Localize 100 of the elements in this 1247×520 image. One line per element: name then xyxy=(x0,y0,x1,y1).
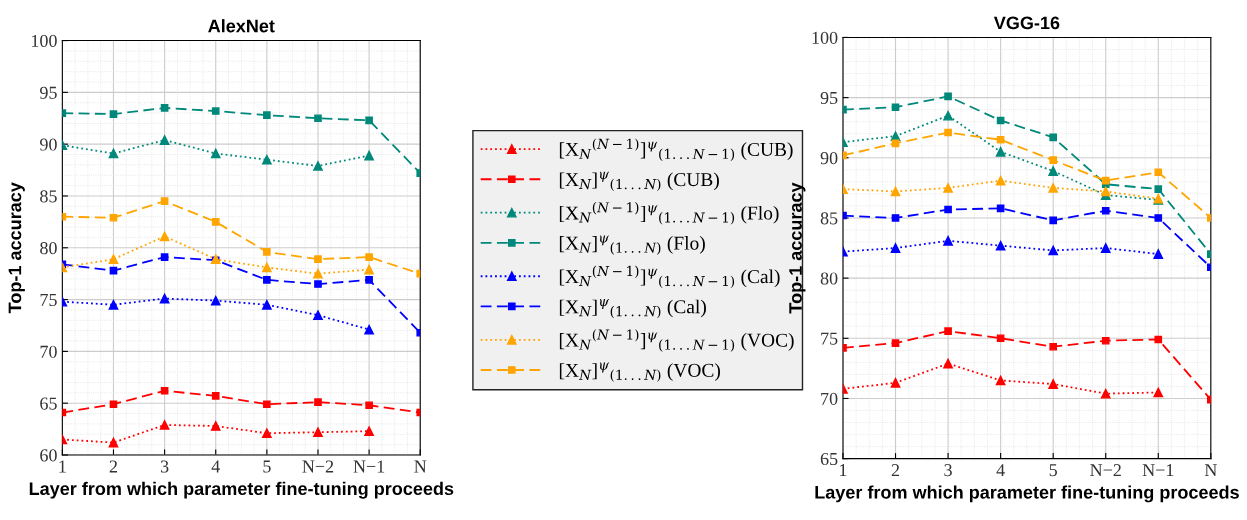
legend-label: [X$_{N}$]$^{ψ}$$_{(1...N)}$ (Cal) xyxy=(559,299,706,319)
x-tick-label: N−1 xyxy=(353,460,385,473)
y-tick-label: 70 xyxy=(821,392,838,405)
chart-title: VGG-16 xyxy=(993,16,1060,30)
point xyxy=(1100,388,1111,399)
point xyxy=(996,334,1005,343)
point xyxy=(109,400,118,409)
y-axis-title: Top-1 accuracy xyxy=(789,182,806,314)
point xyxy=(1101,176,1110,185)
point xyxy=(261,154,272,165)
x-tick-label: 2 xyxy=(109,460,117,473)
y-tick-label: 60 xyxy=(40,449,57,462)
x-tick-label: 4 xyxy=(211,460,220,473)
x-tick-label: 2 xyxy=(891,464,900,477)
point xyxy=(944,205,952,214)
y-tick-label: 75 xyxy=(40,294,57,307)
y-tick-label: 100 xyxy=(31,34,57,47)
point xyxy=(944,327,952,335)
x-tick-label: N xyxy=(414,460,427,473)
point xyxy=(943,358,953,369)
x-tick-label: 5 xyxy=(1049,464,1057,477)
x-tick-label: 4 xyxy=(996,464,1005,477)
point xyxy=(263,111,271,119)
y-tick-label: 65 xyxy=(40,397,57,410)
point xyxy=(159,420,170,430)
point xyxy=(943,235,953,246)
point xyxy=(1154,335,1163,344)
point xyxy=(210,295,221,306)
point xyxy=(160,197,169,205)
legend-label: [X$_{N}$$^{(N−1)}$]$^{ψ}$$_{(1...N−1)}$ (CUB) xyxy=(559,138,793,161)
point xyxy=(1154,214,1163,222)
point xyxy=(1049,216,1058,225)
x-tick-label: N−1 xyxy=(1142,464,1174,477)
x-axis-title: Layer from which parameter fine-tuning proceeds xyxy=(29,481,454,499)
point xyxy=(313,310,323,320)
legend-label: [X$_{N}$]$^{ψ}$$_{(1...N)}$ (VOC) xyxy=(559,362,721,382)
point xyxy=(160,253,169,261)
x-tick-label: 3 xyxy=(160,460,169,473)
point xyxy=(891,103,900,112)
point xyxy=(210,148,221,159)
y-tick-label: 100 xyxy=(812,31,838,44)
point xyxy=(1049,156,1058,165)
y-tick-label: 75 xyxy=(821,332,838,345)
point xyxy=(211,107,220,115)
point xyxy=(313,268,323,279)
chart-title: AlexNet xyxy=(208,19,275,33)
y-tick-label: 85 xyxy=(820,212,838,225)
point xyxy=(159,135,170,145)
point xyxy=(890,186,901,197)
point xyxy=(364,150,374,161)
point xyxy=(890,131,901,141)
point xyxy=(996,135,1005,144)
point xyxy=(890,243,901,253)
x-tick-label: N−2 xyxy=(302,460,334,473)
point xyxy=(364,426,374,437)
point xyxy=(1101,336,1110,345)
point xyxy=(365,401,373,410)
legend-label: [X$_{N}$$^{(N−1)}$]$^{ψ}$$_{(1...N−1)}$ (Flo) xyxy=(559,201,779,225)
y-tick-label: 90 xyxy=(820,152,838,165)
point xyxy=(944,128,952,137)
point xyxy=(159,293,170,304)
point xyxy=(1048,183,1059,193)
point xyxy=(313,427,323,438)
point xyxy=(211,218,220,226)
point xyxy=(210,421,221,431)
y-axis-title: Top-1 accuracy xyxy=(8,182,25,314)
point xyxy=(211,392,220,400)
point xyxy=(263,276,271,284)
legend-label: [X$_{N}$$^{(N−1)}$]$^{ψ}$$_{(1...N−1)}$ (Cal) xyxy=(559,265,780,289)
point xyxy=(314,280,322,288)
legend-label: [X$_{N}$]$^{ψ}$$_{(1...N)}$ (Flo) xyxy=(559,235,705,255)
point xyxy=(261,428,272,439)
point xyxy=(261,262,272,273)
point xyxy=(1101,206,1110,215)
y-tick-label: 85 xyxy=(40,190,57,203)
point xyxy=(109,213,118,222)
x-tick-label: N xyxy=(1204,464,1217,477)
point xyxy=(943,110,953,121)
x-tick-label: 1 xyxy=(840,464,847,477)
point xyxy=(263,248,271,256)
point xyxy=(1048,166,1059,176)
point xyxy=(263,400,271,409)
point xyxy=(995,240,1006,251)
point xyxy=(314,255,322,263)
point xyxy=(1049,133,1058,142)
y-tick-label: 90 xyxy=(40,138,57,151)
point xyxy=(891,214,900,222)
x-tick-label: 1 xyxy=(59,460,66,473)
x-tick-label: N−2 xyxy=(1090,464,1121,477)
point xyxy=(943,183,953,193)
legend-label: [X$_{N}$]$^{ψ}$$_{(1...N)}$ (CUB) xyxy=(559,171,719,192)
y-tick-label: 70 xyxy=(40,345,57,358)
point xyxy=(1100,243,1111,253)
point xyxy=(1154,185,1163,193)
point xyxy=(108,254,119,265)
point xyxy=(995,146,1006,157)
point xyxy=(944,92,952,101)
point xyxy=(159,231,170,242)
point xyxy=(1154,168,1163,177)
y-tick-label: 80 xyxy=(820,272,838,285)
